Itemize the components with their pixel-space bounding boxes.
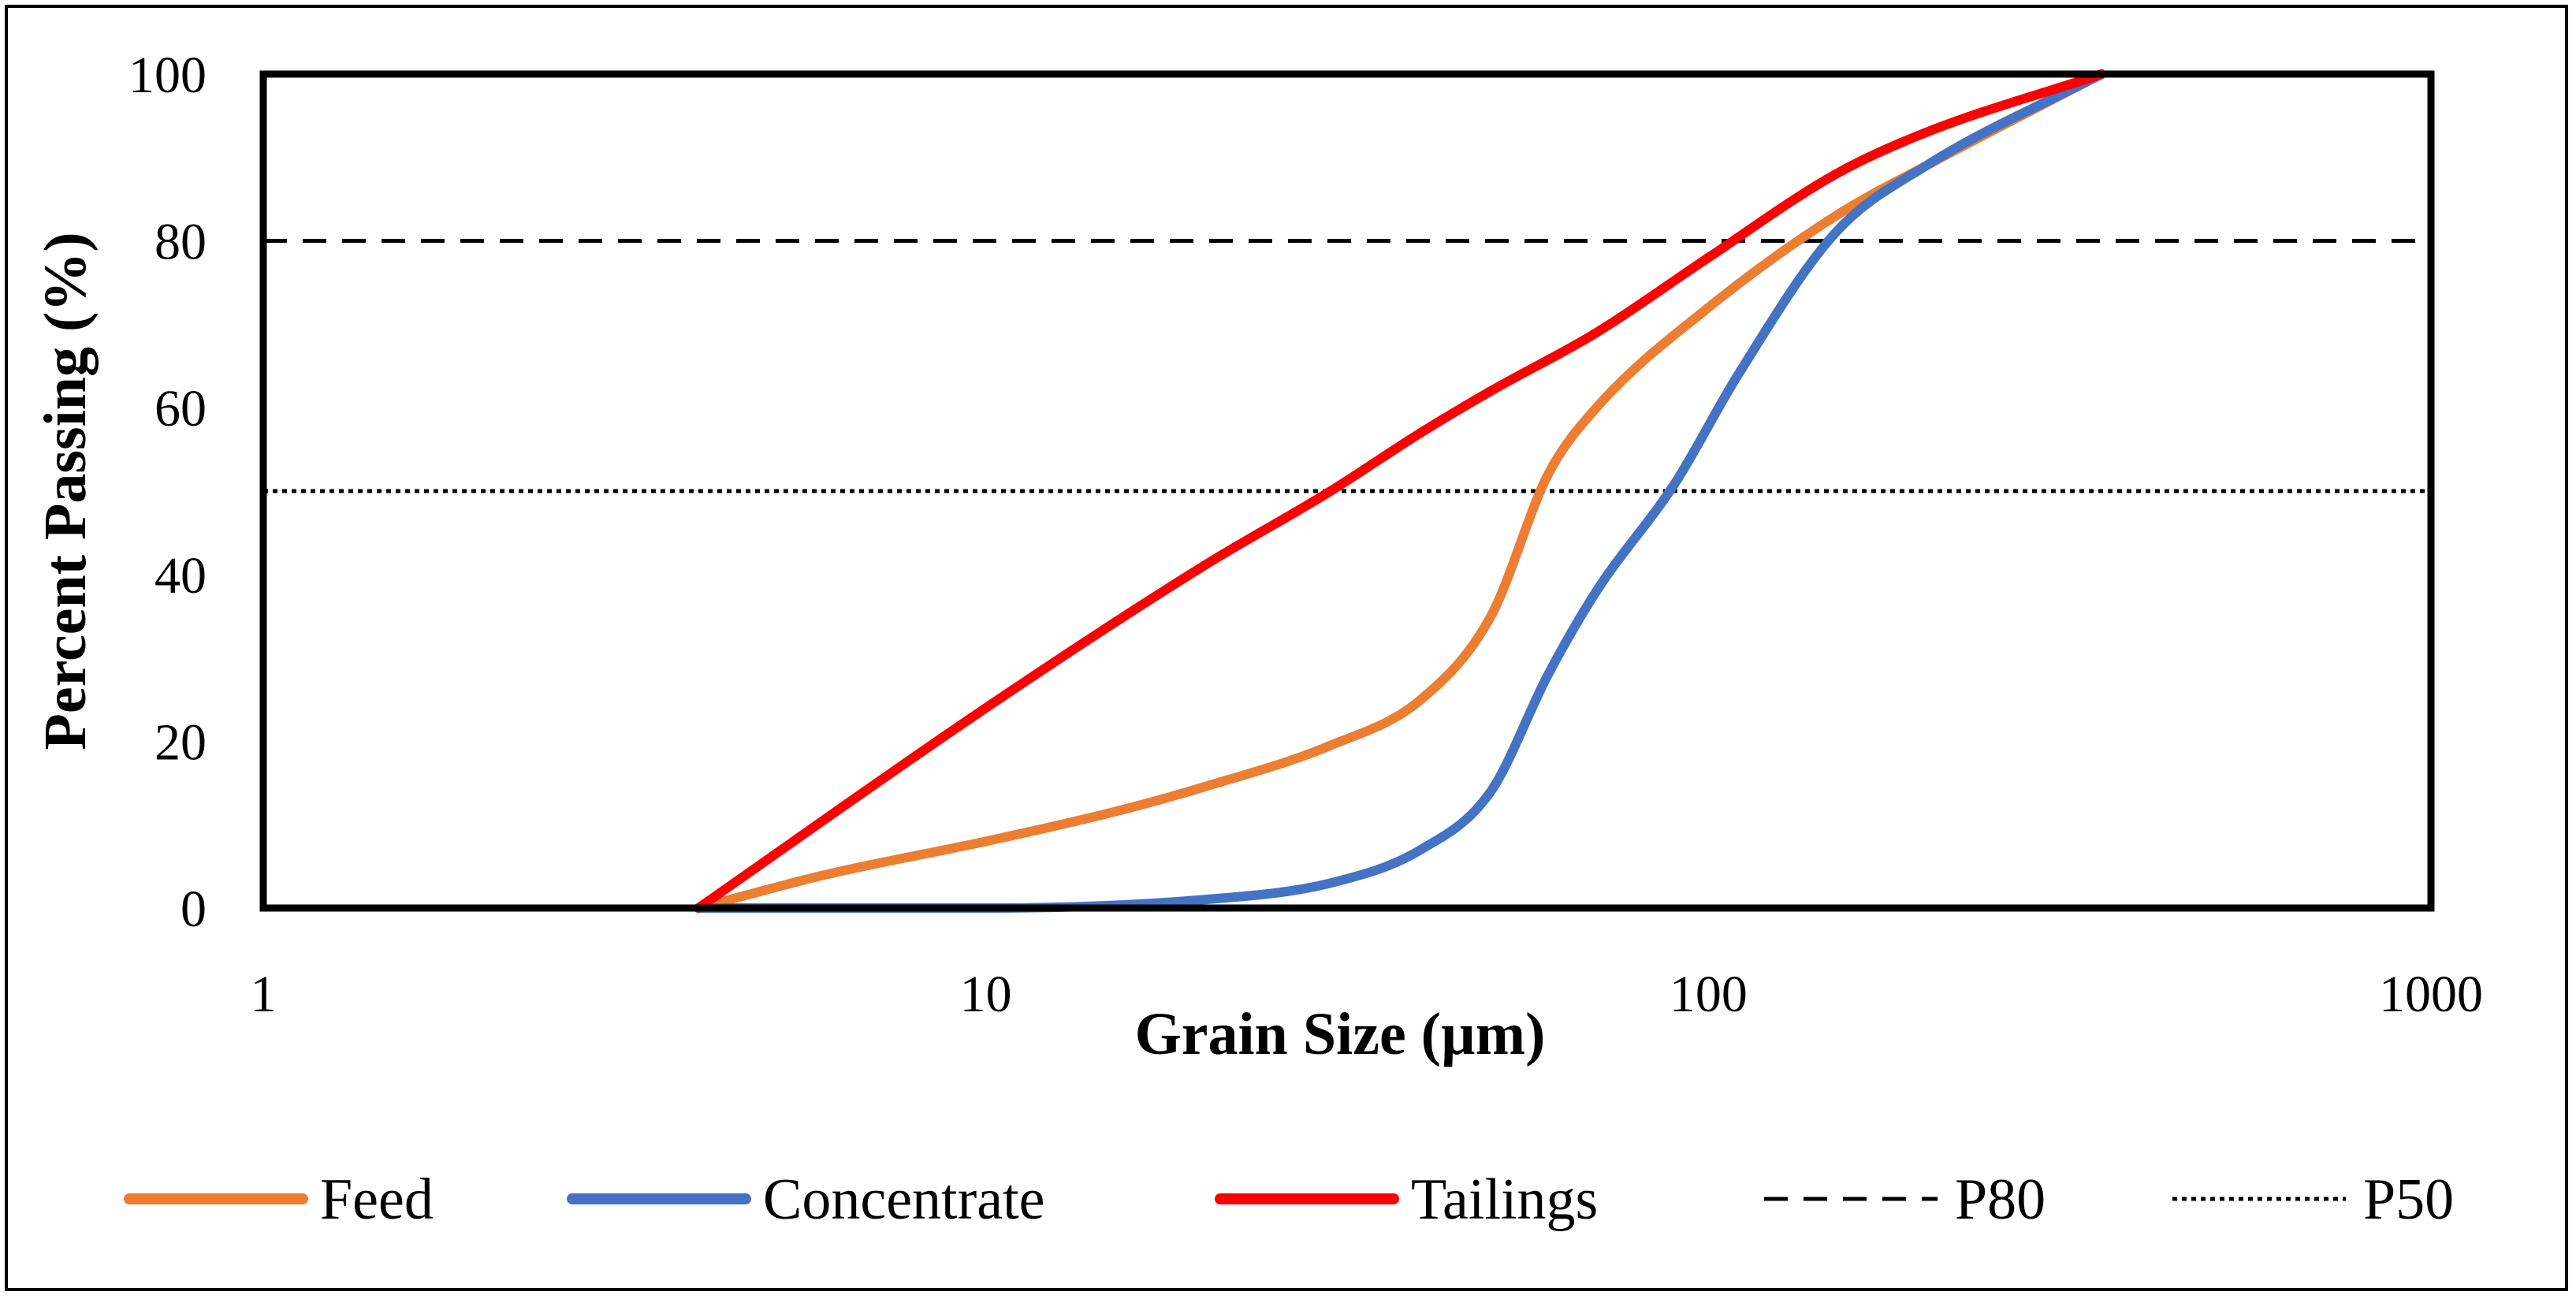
legend-label-concentrate: Concentrate — [763, 1167, 1045, 1232]
y-tick-label: 80 — [154, 214, 207, 271]
x-tick-label: 1 — [251, 966, 277, 1023]
legend-label-tailings: Tailings — [1411, 1167, 1598, 1232]
series-layer — [263, 69, 2431, 914]
legend-label-feed: Feed — [320, 1167, 434, 1232]
y-tick-label: 0 — [181, 880, 207, 938]
y-axis-ticks: 0 20 40 60 80 100 — [128, 47, 207, 938]
x-axis-title: Grain Size (µm) — [1135, 1001, 1546, 1067]
legend: Feed Concentrate Tailings P80 P50 — [124, 1167, 2454, 1232]
x-tick-label: 10 — [960, 966, 1012, 1023]
chart-frame — [5, 5, 2568, 1291]
y-tick-label: 40 — [154, 547, 207, 605]
x-tick-label: 1000 — [2379, 966, 2483, 1023]
legend-label-p50: P50 — [2363, 1167, 2454, 1232]
y-tick-label: 100 — [128, 47, 207, 104]
x-axis-ticks: 1 10 100 1000 — [251, 966, 2484, 1023]
y-tick-label: 60 — [154, 380, 207, 437]
legend-label-p80: P80 — [1955, 1167, 2046, 1232]
x-tick-label: 100 — [1670, 966, 1748, 1023]
y-axis-title: Percent Passing (%) — [32, 232, 99, 750]
y-tick-label: 20 — [154, 713, 207, 771]
series-line-tailings — [693, 69, 2107, 913]
plot-area-border — [259, 70, 2435, 912]
series-line-feed — [693, 69, 2107, 913]
